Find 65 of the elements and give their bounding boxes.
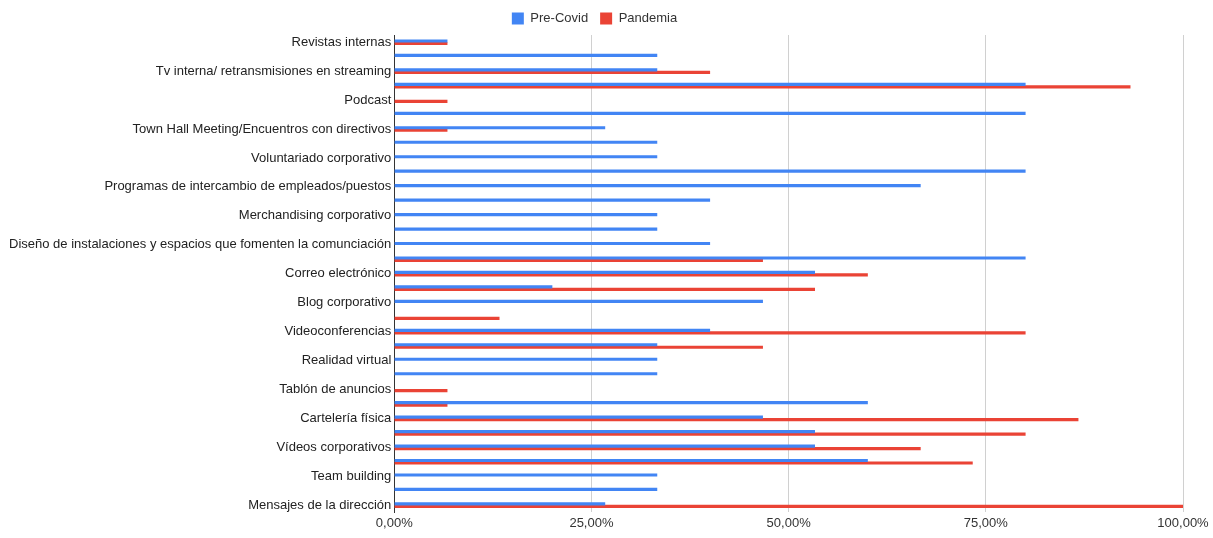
bar [394,389,448,393]
y-tick-label: Mensajes de la dirección [248,496,392,512]
bar [394,316,500,320]
bar [394,155,658,159]
bar [394,415,763,419]
y-tick-label: Diseño de instalaciones y espacios que fomenten la comunciación [9,236,392,252]
y-tick-label: Vídeos corporativos [276,438,392,454]
y-tick-label: Podcast [344,91,392,107]
bar [394,458,868,463]
x-tick-label: 0,00% [375,514,414,530]
bar [394,126,606,130]
bar [394,487,658,492]
bar [394,502,606,506]
bar [394,372,658,376]
y-tick-label: Team building [311,467,392,483]
bar [394,285,553,289]
bar [394,473,658,477]
bar [394,504,1183,508]
bar [394,53,658,58]
bar [394,357,658,361]
y-tick-label: Tv interna/ retransmisiones en streaming [155,62,392,78]
bar [394,169,1026,173]
bar [394,299,763,303]
y-tick-label: Town Hall Meeting/Encuentros con directivos [132,120,392,136]
bar [394,343,658,347]
bar [394,227,658,231]
bar [394,68,658,72]
bar [394,328,711,332]
bar [394,213,658,217]
y-tick-label: Correo electrónico [285,265,392,281]
bar [394,99,448,103]
x-tick-label: 50,00% [766,514,812,530]
y-tick-label: Realidad virtual [301,352,392,368]
bar [394,401,868,405]
bar [394,82,1026,86]
bar [394,287,815,291]
legend-label: Pandemia [618,10,678,26]
bar [394,345,763,349]
y-tick-label: Cartelería física [300,409,393,425]
y-tick-label: Videoconferencias [284,323,392,339]
y-tick-label: Voluntariado corporativo [251,149,392,165]
bar [394,430,815,434]
bar [394,270,815,275]
bar [394,403,448,407]
y-tick-label: Blog corporativo [297,294,392,310]
bar [394,128,448,132]
y-tick-label: Tablón de anuncios [279,381,392,397]
y-tick-label: Programas de intercambio de empleados/puestos [104,178,392,194]
x-tick-label: 75,00% [963,514,1009,530]
x-tick-label: 100,00% [1157,514,1210,530]
bar [394,198,711,202]
y-tick-label: Merchandising corporativo [238,207,392,223]
bar [394,140,658,144]
bar [394,256,1026,260]
bar [394,432,1026,436]
bar [394,184,921,188]
y-tick-label: Revistas internas [291,33,392,49]
bar [394,273,868,277]
bar [394,444,815,448]
bar [394,70,711,74]
legend-label: Pre-Covid [530,10,589,26]
bar [394,241,711,246]
x-tick-label: 25,00% [569,514,614,530]
bar [394,111,1026,115]
bar [394,461,973,465]
